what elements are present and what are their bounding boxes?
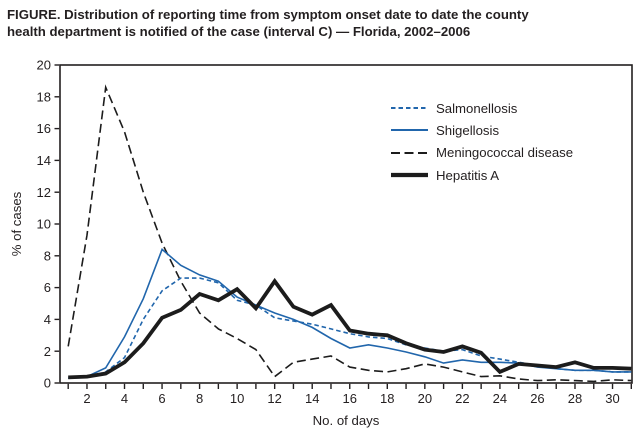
meningococcal-line-sample-icon <box>391 151 428 154</box>
chart-legend: Salmonellosis Shigellosis Meningococcal … <box>391 97 573 186</box>
salmonellosis-line-sample-icon <box>391 107 428 110</box>
figure-title-line-1: FIGURE. Distribution of reporting time f… <box>7 7 529 22</box>
series-line-hepatitis-a <box>68 277 632 380</box>
x-tick-label: 14 <box>305 391 319 406</box>
legend-item-salmonellosis: Salmonellosis <box>391 97 573 119</box>
x-tick-label: 22 <box>455 391 469 406</box>
x-tick-label: 24 <box>493 391 507 406</box>
shigellosis-line-sample-icon <box>391 129 428 132</box>
y-tick-label: 8 <box>44 248 51 263</box>
series-line-shigellosis <box>68 248 632 379</box>
legend-item-hepatitis-a: Hepatitis A <box>391 164 573 186</box>
y-tick-label: 16 <box>37 121 51 136</box>
figure-title: FIGURE. Distribution of reporting time f… <box>7 6 637 40</box>
legend-label: Salmonellosis <box>436 100 518 116</box>
y-tick-label: 4 <box>44 312 51 327</box>
y-tick-label: 10 <box>37 217 51 232</box>
x-axis-title: No. of days <box>313 413 380 428</box>
x-tick-label: 2 <box>83 391 90 406</box>
plot-border <box>59 64 633 384</box>
y-tick-label: 6 <box>44 280 51 295</box>
x-tick-label: 16 <box>343 391 357 406</box>
x-tick-label: 30 <box>605 391 619 406</box>
x-tick-label: 12 <box>267 391 281 406</box>
x-tick-label: 28 <box>568 391 582 406</box>
hepatitis-a-line-sample-icon <box>391 172 428 178</box>
y-tick-label: 0 <box>44 376 51 391</box>
x-tick-label: 26 <box>530 391 544 406</box>
y-tick-label: 2 <box>44 344 51 359</box>
legend-label: Hepatitis A <box>436 167 500 183</box>
legend-label: Shigellosis <box>436 122 500 138</box>
x-tick-label: 8 <box>196 391 203 406</box>
figure-title-line-2: health department is notified of the cas… <box>7 24 471 39</box>
y-axis-title: % of cases <box>9 191 24 256</box>
legend-label: Meningococcal disease <box>436 145 574 161</box>
y-tick-label: 20 <box>37 58 51 73</box>
y-tick-label: 18 <box>37 89 51 104</box>
legend-item-meningococcal-disease: Meningococcal disease <box>391 142 573 164</box>
x-tick-label: 6 <box>158 391 165 406</box>
y-tick-label: 14 <box>37 153 51 168</box>
x-tick-label: 18 <box>380 391 394 406</box>
legend-item-shigellosis: Shigellosis <box>391 119 573 141</box>
x-tick-label: 4 <box>121 391 128 406</box>
series-line-meningococcal-disease <box>67 84 632 383</box>
y-tick-label: 12 <box>37 185 51 200</box>
x-tick-label: 10 <box>230 391 244 406</box>
x-tick-label: 20 <box>418 391 432 406</box>
